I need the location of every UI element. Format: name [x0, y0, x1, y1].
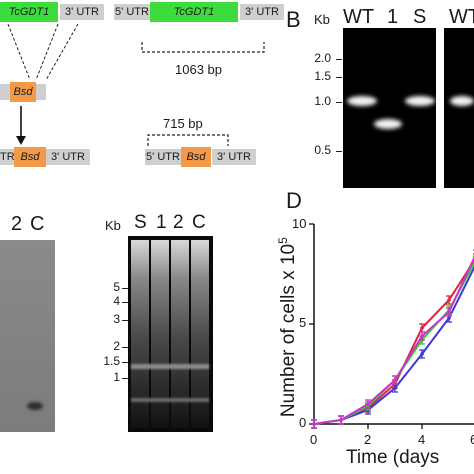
panel-b-ladder-2: 2.0 — [314, 51, 331, 65]
data-point — [447, 316, 451, 320]
panel-b-band-wt2 — [450, 96, 474, 106]
panel-b-band-wt — [347, 96, 377, 106]
panel-c-gel-image — [0, 240, 55, 432]
panel-b-lane-wt2: WT — [449, 6, 474, 28]
rna-lane-2: 2 — [173, 212, 184, 233]
gene-label-right: TcGDT1 — [173, 6, 215, 18]
rna-ladder-3: 3 — [113, 312, 120, 326]
data-point — [420, 326, 424, 330]
bsd-label-mid: Bsd — [13, 86, 33, 98]
panel-c-lane-c: C — [30, 213, 45, 235]
panel-d-xtick-4: 4 — [418, 432, 426, 447]
gene-box-left: TcGDT1 — [0, 2, 58, 22]
panel-b-lane-s: S — [413, 6, 427, 28]
panel-b-gel-image-2 — [444, 28, 474, 188]
series-line-0 — [313, 259, 474, 425]
panel-d-xtick-0: 0 — [310, 432, 318, 447]
utr-partial-left: TR — [0, 149, 15, 165]
bracket-1063 — [141, 42, 265, 53]
panel-b-ladder-15: 1.5 — [314, 69, 331, 83]
data-point — [312, 422, 316, 426]
rna-ladder-1: 1 — [113, 370, 120, 384]
utr3-bottom-left: 3' UTR — [46, 149, 90, 165]
panel-b-kb-label: Kb — [314, 12, 330, 27]
panel-b-band-1 — [374, 119, 402, 129]
bsd-label-bottom-left: Bsd — [20, 151, 40, 163]
rna-ladder-15: 1.5 — [103, 354, 120, 368]
data-point — [447, 310, 451, 314]
panel-c-band-c — [27, 402, 43, 410]
series-line-1 — [313, 265, 474, 425]
panel-b-lane-wt: WT — [343, 6, 375, 28]
utr5-right-top: 5' UTR — [114, 4, 150, 20]
rna-lane-s: S — [134, 212, 147, 233]
data-point — [420, 334, 424, 338]
utr5-bottom-right: 5' UTR — [145, 149, 181, 165]
panel-d-ytick-5: 5 — [299, 315, 307, 330]
bracket-715 — [147, 134, 229, 146]
utr-flank-mid — [0, 84, 10, 100]
rna-ladder-2: 2 — [113, 339, 120, 353]
panel-c-lane-2: 2 — [11, 213, 23, 235]
length-715: 715 bp — [163, 116, 203, 131]
data-point — [420, 352, 424, 356]
data-point — [447, 298, 451, 302]
series-line-2 — [313, 261, 474, 425]
data-point — [393, 386, 397, 390]
panel-d-letter: D — [286, 188, 302, 213]
gene-label-left: TcGDT1 — [8, 6, 50, 18]
panel-d-ytick-0: 0 — [299, 415, 307, 430]
utr3-right-top: 3' UTR — [240, 4, 284, 20]
rna-ladder-5: 5 — [113, 280, 120, 294]
utr3-bottom-right: 3' UTR — [212, 149, 256, 165]
panel-d-ytick-10: 10 — [292, 216, 307, 231]
bsd-box-bottom-right: Bsd — [181, 147, 211, 167]
panel-d-xlabel: Time (days — [346, 447, 440, 468]
gene-box-right: TcGDT1 — [150, 2, 238, 22]
panel-b-band-s — [405, 96, 435, 106]
utr-flank-mid-right — [36, 84, 46, 100]
panel-b-ladder-05: 0.5 — [314, 143, 331, 157]
panel-d-xtick-2: 2 — [364, 432, 372, 447]
data-point — [366, 402, 370, 406]
recombination-lines — [7, 23, 79, 81]
series-line-3 — [313, 255, 474, 425]
bsd-label-bottom-right: Bsd — [186, 151, 206, 163]
panel-b-gel-image — [343, 28, 436, 188]
panel-b-ladder-1: 1.0 — [314, 94, 331, 108]
panel-d-xtick-6: 6 — [470, 432, 474, 447]
length-1063: 1063 bp — [175, 62, 222, 77]
rna-ladder-4: 4 — [113, 294, 120, 308]
data-point — [393, 378, 397, 382]
arrow-down-icon — [16, 106, 26, 145]
rna-lane-1: 1 — [156, 212, 167, 233]
bsd-box-bottom-left: Bsd — [14, 147, 46, 167]
utr3-left: 3' UTR — [60, 4, 104, 20]
panel-b-lane-1: 1 — [387, 6, 399, 28]
panel-b-letter: B — [286, 7, 301, 32]
rna-gel-kb-label: Kb — [105, 218, 121, 233]
data-point — [339, 418, 343, 422]
rna-lane-c: C — [192, 212, 206, 233]
bsd-box-mid: Bsd — [10, 82, 36, 102]
